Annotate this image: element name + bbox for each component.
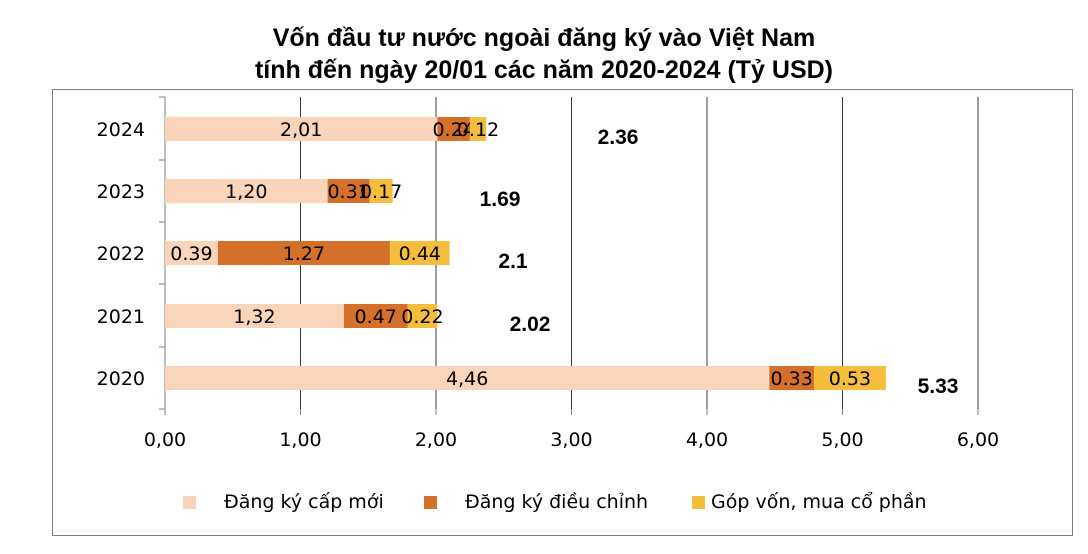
data-label: 4,46 xyxy=(446,368,488,390)
bar-segment xyxy=(437,117,470,141)
data-label: 2,01 xyxy=(280,119,322,141)
chart-frame xyxy=(52,89,1073,536)
data-label: 0.17 xyxy=(360,181,402,203)
x-tick-label: 4,00 xyxy=(686,429,728,451)
x-tick-label: 1,00 xyxy=(279,429,321,451)
bar-segment xyxy=(389,241,450,265)
data-label: 0.24 xyxy=(432,119,474,141)
bar-segment xyxy=(165,241,218,265)
bar-segment xyxy=(369,179,393,203)
legend-item-adjusted-registration: Đăng ký điều chỉnh xyxy=(424,491,648,513)
bar-segment xyxy=(769,366,815,390)
legend-label-adjusted-registration: Đăng ký điều chỉnh xyxy=(465,491,649,513)
legend-swatch-capital-contribution xyxy=(692,495,705,509)
data-label: 0.33 xyxy=(771,368,813,390)
bar-segment xyxy=(343,304,408,328)
total-label: 2.02 xyxy=(510,313,551,336)
x-tick-label: 6,00 xyxy=(957,429,999,451)
legend-item-capital-contribution: Góp vốn, mua cổ phần xyxy=(692,491,927,513)
y-tick-label: 2023 xyxy=(97,181,145,203)
legend-swatch-new-registration xyxy=(183,495,196,509)
bar-segment xyxy=(165,366,770,390)
data-label: 0.12 xyxy=(457,119,499,141)
legend-item-new-registration: Đăng ký cấp mới xyxy=(183,491,384,513)
legend-swatch-adjusted-registration xyxy=(424,495,437,509)
x-tick-label: 5,00 xyxy=(821,429,863,451)
x-tick-label: 3,00 xyxy=(550,429,592,451)
chart-title: Vốn đầu tư nước ngoài đăng ký vào Việt N… xyxy=(0,22,1088,86)
y-tick-label: 2024 xyxy=(97,119,145,141)
bar-segment xyxy=(407,304,438,328)
chart-title-line-2: tính đến ngày 20/01 các năm 2020-2024 (T… xyxy=(254,56,833,84)
bar-segment xyxy=(217,241,390,265)
data-label: 1,32 xyxy=(233,306,275,328)
bar-segment xyxy=(165,117,438,141)
data-label: 0.53 xyxy=(829,368,871,390)
y-tick-label: 2020 xyxy=(97,368,145,390)
bar-segment xyxy=(469,117,487,141)
total-label: 1.69 xyxy=(480,188,521,211)
data-label: 0.47 xyxy=(355,306,397,328)
bar-segment xyxy=(165,304,344,328)
bar-segment xyxy=(327,179,370,203)
x-tick-label: 2,00 xyxy=(415,429,457,451)
data-label: 1.27 xyxy=(283,243,325,265)
x-tick-label: 0,00 xyxy=(144,429,186,451)
y-tick-label: 2021 xyxy=(97,306,145,328)
total-label: 5.33 xyxy=(918,375,959,398)
legend-label-capital-contribution: Góp vốn, mua cổ phần xyxy=(711,491,927,513)
legend: Đăng ký cấp mới Đăng ký điều chỉnh Góp v… xyxy=(0,491,1088,515)
total-label: 2.36 xyxy=(598,126,639,149)
data-label: 0.31 xyxy=(327,181,369,203)
legend-label-new-registration: Đăng ký cấp mới xyxy=(224,491,384,513)
data-label: 0.44 xyxy=(399,243,441,265)
chart-title-line-1: Vốn đầu tư nước ngoài đăng ký vào Việt N… xyxy=(272,24,816,52)
data-label: 0.39 xyxy=(170,243,212,265)
bar-segment xyxy=(165,179,328,203)
total-label: 2.1 xyxy=(498,250,528,273)
data-label: 0.22 xyxy=(401,306,443,328)
y-tick-label: 2022 xyxy=(97,243,145,265)
data-label: 1,20 xyxy=(225,181,267,203)
bar-segment xyxy=(814,366,886,390)
